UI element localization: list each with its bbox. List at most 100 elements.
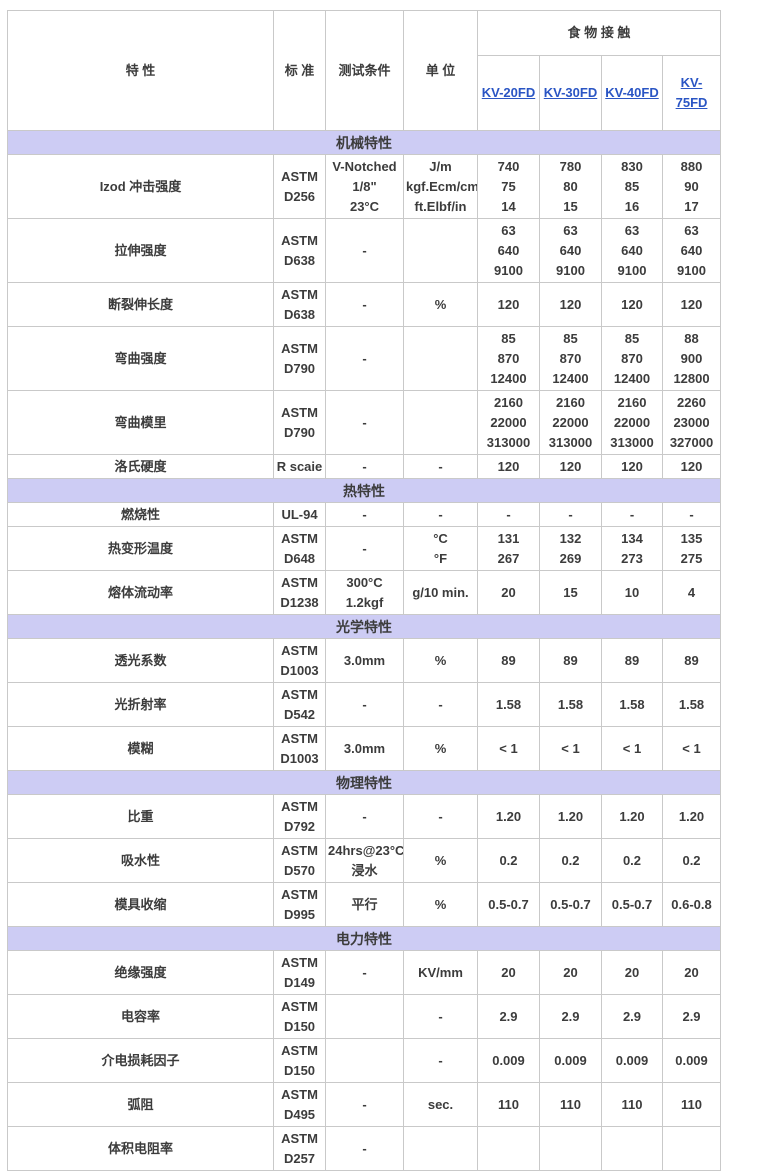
standard-cell: ASTM D495 <box>273 1082 326 1127</box>
cell-line: 120 <box>680 458 703 474</box>
value-cell: < 1 <box>539 726 602 771</box>
table-row: 洛氏硬度 R scaie - - 120 120 120 120 <box>7 454 722 479</box>
unit-cell <box>403 326 478 391</box>
cell-line: 0.5-0.7 <box>611 896 653 912</box>
grade-header-kv30fd: KV-30FD <box>539 55 602 131</box>
cell-line: 0.2 <box>682 852 701 868</box>
cell-line: 120 <box>621 296 643 312</box>
table-row: 拉伸强度 ASTM D638 - 63 640 9100 63 640 9100 63 640 9100… <box>7 218 722 283</box>
standard-cell: ASTM D638 <box>273 282 326 327</box>
value-cell: 132 269 <box>539 526 602 571</box>
cell-line: ASTM <box>281 232 318 248</box>
cell-line: D570 <box>283 862 316 878</box>
value-cell: 1.20 <box>477 794 540 839</box>
standard-cell: ASTM D570 <box>273 838 326 883</box>
cell-line: 120 <box>497 296 520 312</box>
cell-line: 640 <box>621 242 643 258</box>
cell-line: 313000 <box>548 434 593 450</box>
grade-link-kv40fd[interactable]: KV-40FD <box>605 85 659 100</box>
standard-cell: ASTM D150 <box>273 1038 326 1083</box>
standard-cell: UL-94 <box>273 502 326 527</box>
cell-line: - <box>568 506 573 522</box>
cell-line: 870 <box>497 350 520 366</box>
cell-line: 120 <box>497 458 520 474</box>
grade-link-kv20fd[interactable]: KV-20FD <box>481 85 536 100</box>
cell-line: KV/mm <box>418 964 463 980</box>
cell-line: °C <box>433 530 448 546</box>
value-cell: 740 75 14 <box>477 154 540 219</box>
value-cell: 0.009 <box>539 1038 602 1083</box>
unit-cell: KV/mm <box>403 950 478 995</box>
cell-line: 1.58 <box>557 696 584 712</box>
cell-line: - <box>362 414 367 430</box>
standard-cell: ASTM D1003 <box>273 726 326 771</box>
cell-line: ASTM <box>281 574 318 590</box>
table-row: 弯曲强度 ASTM D790 - 85 870 12400 85 870 12400 85 870 12… <box>7 326 722 391</box>
property-cell: 洛氏硬度 <box>7 454 274 479</box>
value-cell: 20 <box>539 950 602 995</box>
cell-line: 0.2 <box>561 852 580 868</box>
cell-line: 15 <box>563 584 578 600</box>
cell-line: - <box>689 506 694 522</box>
table-row: 熔体流动率 ASTM D1238 300°C 1.2kgf g/10 min. 20 15 10… <box>7 570 722 615</box>
standard-cell: ASTM D256 <box>273 154 326 219</box>
cell-line: - <box>362 964 367 980</box>
property-cell: 弯曲强度 <box>7 326 274 391</box>
condition-cell: - <box>325 390 404 455</box>
cell-line: V-Notched <box>332 158 397 174</box>
standard-cell: ASTM D257 <box>273 1126 326 1171</box>
cell-line: 85 <box>501 330 516 346</box>
cell-line: ASTM <box>281 1130 318 1146</box>
condition-cell <box>325 994 404 1039</box>
col-header-condition: 测试条件 <box>325 10 404 131</box>
cell-line: 2.9 <box>622 1008 642 1024</box>
cell-line: 1.20 <box>557 808 584 824</box>
cell-line: 2160 <box>494 394 523 410</box>
cell-line: 313000 <box>486 434 531 450</box>
standard-cell: ASTM D790 <box>273 390 326 455</box>
value-cell: 2.9 <box>601 994 663 1039</box>
cell-line: % <box>434 740 447 756</box>
cell-line: ASTM <box>281 954 318 970</box>
cell-line: 绝缘强度 <box>114 964 167 980</box>
table-header: 特 性 标 准 测试条件 单 位 食 物 接 触 KV-20FD KV-30FD… <box>7 10 722 131</box>
table-body: 机械特性 Izod 冲击强度 ASTM D256 V-Notched 1/8" 23°C J/… <box>6 130 722 1171</box>
cell-line: 0.2 <box>622 852 642 868</box>
grade-link-kv30fd[interactable]: KV-30FD <box>543 85 598 100</box>
value-cell: 120 <box>661 454 722 479</box>
table-row: 透光系数 ASTM D1003 3.0mm% 89 89 89 89 <box>7 638 722 683</box>
section-title: 光学特性 <box>6 614 722 639</box>
cell-line: 洛氏硬度 <box>114 458 167 474</box>
grade-header-kv40fd: KV-40FD <box>601 55 663 131</box>
cell-line: ASTM <box>281 404 318 420</box>
property-cell: 热变形温度 <box>7 526 274 571</box>
cell-line: 89 <box>624 652 640 668</box>
cell-line: 平行 <box>351 896 378 912</box>
unit-cell: % <box>403 282 478 327</box>
value-cell: 110 <box>601 1082 663 1127</box>
cell-line: 89 <box>501 652 516 668</box>
cell-line: - <box>438 696 443 712</box>
value-cell: 0.009 <box>477 1038 540 1083</box>
cell-line: 2260 <box>677 394 706 410</box>
table-row: 体积电阻率 ASTM D257 - <box>7 1126 722 1171</box>
cell-line: 弧阻 <box>127 1096 154 1112</box>
section-title: 物理特性 <box>6 770 722 795</box>
cell-line: % <box>434 652 447 668</box>
cell-line: 900 <box>680 350 703 366</box>
cell-line: R scaie <box>276 458 323 474</box>
cell-line: 2.9 <box>682 1008 701 1024</box>
condition-cell: - <box>325 682 404 727</box>
value-cell: 0.009 <box>601 1038 663 1083</box>
cell-line: ASTM <box>281 286 318 302</box>
cell-line: D150 <box>283 1018 316 1034</box>
cell-line: 模糊 <box>127 740 154 756</box>
table-row: Izod 冲击强度 ASTM D256 V-Notched 1/8" 23°C J/m kgf… <box>7 154 722 219</box>
value-cell: 120 <box>539 454 602 479</box>
cell-line: 327000 <box>669 434 714 450</box>
grade-link-kv75fd[interactable]: KV-75FD <box>675 75 708 110</box>
value-cell: 15 <box>539 570 602 615</box>
property-cell: 熔体流动率 <box>7 570 274 615</box>
condition-cell: 3.0mm <box>325 638 404 683</box>
unit-cell: - <box>403 502 478 527</box>
